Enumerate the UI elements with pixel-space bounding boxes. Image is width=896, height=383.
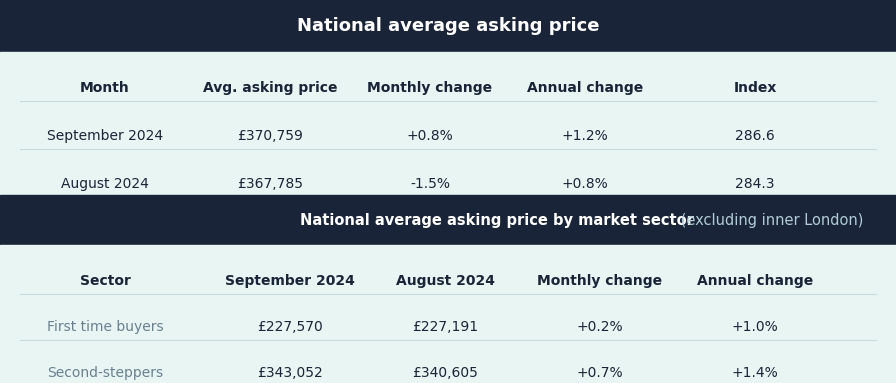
Bar (0, 245, 896, 383)
Text: Monthly change: Monthly change (367, 81, 493, 95)
Text: Avg. asking price: Avg. asking price (202, 81, 337, 95)
Bar (0, 52, 896, 195)
Text: Month: Month (80, 81, 130, 95)
Text: Monthly change: Monthly change (538, 274, 662, 288)
Text: 284.3: 284.3 (736, 177, 775, 191)
Text: £227,191: £227,191 (412, 320, 478, 334)
Text: +1.0%: +1.0% (732, 320, 779, 334)
Text: Annual change: Annual change (697, 274, 814, 288)
Text: £367,785: £367,785 (237, 177, 303, 191)
Text: First time buyers: First time buyers (47, 320, 163, 334)
Text: £340,605: £340,605 (412, 366, 478, 380)
Text: £227,570: £227,570 (257, 320, 323, 334)
Text: +0.2%: +0.2% (577, 320, 624, 334)
Text: Index: Index (733, 81, 777, 95)
Text: +0.8%: +0.8% (407, 129, 453, 143)
Text: 286.6: 286.6 (735, 129, 775, 143)
Text: +0.8%: +0.8% (562, 177, 608, 191)
Text: National average asking price by market sector: National average asking price by market … (300, 213, 694, 228)
Text: National average asking price: National average asking price (297, 17, 599, 35)
Text: +0.7%: +0.7% (577, 366, 624, 380)
Text: Second-steppers: Second-steppers (47, 366, 163, 380)
Text: £370,759: £370,759 (237, 129, 303, 143)
Bar (0, 195, 896, 245)
Text: September 2024: September 2024 (225, 274, 355, 288)
Text: +1.2%: +1.2% (562, 129, 608, 143)
Text: August 2024: August 2024 (395, 274, 495, 288)
Text: -1.5%: -1.5% (410, 177, 450, 191)
Text: +1.4%: +1.4% (732, 366, 779, 380)
Bar (0, 0, 896, 52)
Text: (excluding inner London): (excluding inner London) (676, 213, 864, 228)
Text: £343,052: £343,052 (257, 366, 323, 380)
Text: August 2024: August 2024 (61, 177, 149, 191)
Text: Sector: Sector (80, 274, 131, 288)
Text: September 2024: September 2024 (47, 129, 163, 143)
Text: Annual change: Annual change (527, 81, 643, 95)
